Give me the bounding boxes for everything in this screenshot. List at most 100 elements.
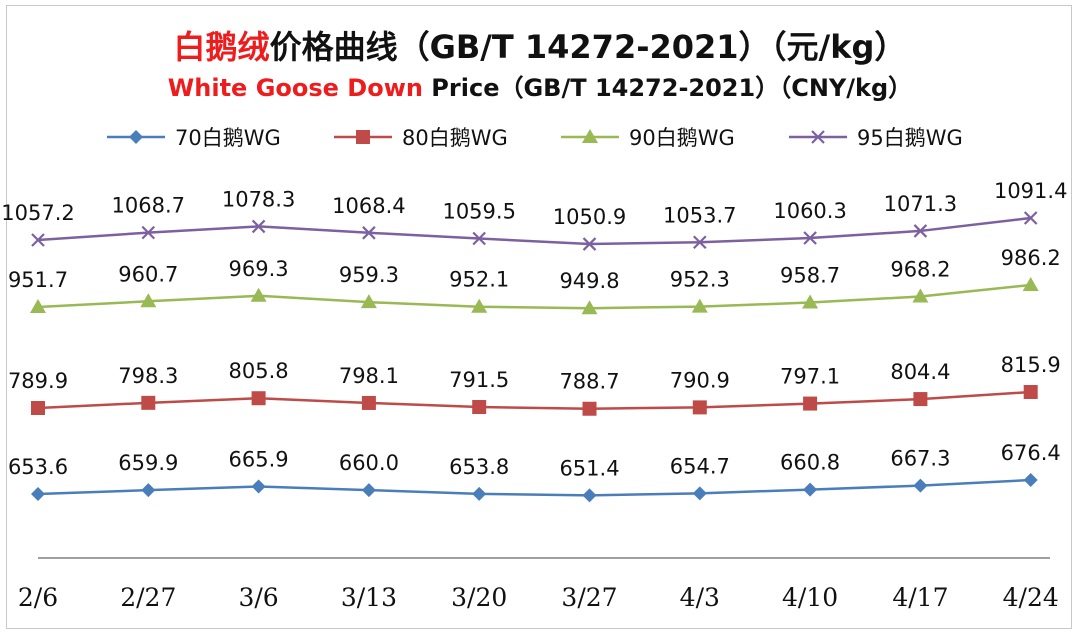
data-point: [1022, 277, 1039, 291]
title-cn-highlight: 白鹅绒: [173, 28, 270, 66]
data-label: 1071.3: [884, 192, 957, 216]
data-point: [802, 294, 819, 309]
data-point: [803, 396, 818, 411]
legend: 70白鹅WG 80白鹅WG 90白鹅WG 95白鹅WG: [107, 126, 963, 150]
series-2: 789.9 798.3 805.8 798.1 791.5 788.7 790.9 797.1…: [8, 353, 1061, 416]
data-point: [250, 287, 267, 302]
data-point: [913, 478, 928, 493]
data-point: [141, 483, 156, 498]
data-label: 1068.7: [112, 194, 185, 218]
data-label: 798.1: [339, 364, 399, 388]
legend-marker: [811, 130, 825, 144]
data-point: [141, 395, 156, 410]
data-point: [913, 224, 928, 238]
data-point: [582, 488, 597, 503]
data-point: [31, 487, 45, 501]
legend-label: 95白鹅WG: [857, 126, 963, 150]
data-label: 952.1: [449, 268, 509, 292]
data-label: 665.9: [229, 447, 289, 471]
data-point: [361, 395, 376, 410]
data-point: [691, 298, 708, 313]
data-point: [913, 392, 928, 407]
series-3: 951.7 960.7 969.3 959.3 952.1 949.8 952.3 958.7…: [8, 246, 1061, 315]
title-en-rest: Price（GB/T 14272-2021）（CNY/kg）: [422, 74, 913, 102]
data-point: [1023, 211, 1038, 225]
series-line: [37, 283, 1031, 310]
data-label: 1060.3: [773, 199, 846, 223]
data-label: 949.8: [559, 269, 619, 293]
data-point: [140, 293, 157, 308]
legend-item: 95白鹅WG: [789, 126, 963, 150]
data-label: 1059.5: [442, 200, 515, 224]
data-point: [141, 225, 156, 240]
data-label: 1078.3: [222, 187, 295, 211]
data-label: 653.8: [449, 455, 509, 479]
title-en-highlight: White Goose Down: [167, 74, 423, 102]
data-point: [30, 299, 46, 313]
data-point: [31, 233, 45, 247]
data-point: [803, 482, 818, 497]
legend-item: 70白鹅WG: [107, 126, 281, 150]
data-label: 654.7: [670, 454, 730, 478]
x-tick-label: 4/17: [892, 583, 948, 612]
data-label: 969.3: [229, 257, 289, 281]
series-line: [37, 478, 1031, 497]
data-label: 1057.2: [1, 201, 74, 225]
x-tick-label: 2/6: [18, 583, 58, 612]
data-label: 653.6: [8, 455, 68, 479]
series-line: [37, 216, 1031, 246]
data-label: 804.4: [890, 360, 950, 384]
data-label: 958.7: [780, 264, 840, 288]
data-label: 797.1: [780, 365, 840, 389]
data-point: [803, 231, 817, 245]
x-tick-label: 4/10: [782, 583, 838, 612]
data-point: [692, 486, 707, 501]
legend-marker: [129, 130, 143, 144]
legend-marker: [582, 129, 598, 143]
chart-title-cn: 白鹅绒价格曲线（GB/T 14272-2021）（元/kg）: [0, 22, 1080, 68]
data-point: [582, 401, 597, 416]
data-label: 1050.9: [553, 205, 626, 229]
data-label: 805.8: [229, 359, 289, 383]
data-point: [581, 300, 598, 315]
data-point: [251, 219, 266, 234]
title-cn-rest: 价格曲线（GB/T 14272-2021）（元/kg）: [269, 28, 907, 66]
data-label: 959.3: [339, 263, 399, 287]
x-tick-label: 4/24: [1003, 583, 1059, 612]
data-point: [472, 231, 486, 246]
data-point: [1023, 473, 1038, 487]
data-point: [472, 486, 487, 501]
chart-frame: [6, 5, 1072, 629]
data-point: [471, 298, 488, 313]
data-label: 789.9: [8, 369, 68, 393]
series-line: [37, 390, 1031, 410]
x-tick-label: 4/3: [680, 583, 720, 612]
legend-item: 90白鹅WG: [561, 126, 735, 150]
data-label: 815.9: [1001, 353, 1061, 377]
legend-marker: [356, 130, 370, 144]
data-label: 1053.7: [663, 203, 736, 227]
data-label: 798.3: [118, 364, 178, 388]
x-tick-label: 3/13: [341, 583, 397, 612]
data-label: 790.9: [670, 368, 730, 392]
x-tick-label: 2/27: [120, 583, 176, 612]
data-label: 791.5: [449, 368, 509, 392]
data-label: 660.0: [339, 451, 399, 475]
data-point: [251, 391, 266, 406]
data-label: 1068.4: [332, 194, 405, 218]
data-label: 659.9: [118, 451, 178, 475]
data-label: 951.7: [8, 268, 68, 292]
data-label: 960.7: [118, 262, 178, 286]
x-tick-label: 3/20: [451, 583, 507, 612]
data-point: [361, 483, 376, 498]
data-point: [692, 400, 707, 415]
data-label: 952.3: [670, 268, 730, 292]
data-point: [472, 400, 487, 415]
data-label: 676.4: [1001, 441, 1061, 465]
x-tick-label: 3/27: [561, 583, 617, 612]
legend-label: 80白鹅WG: [402, 126, 508, 150]
legend-label: 90白鹅WG: [629, 126, 735, 150]
data-point: [31, 401, 45, 415]
x-axis-ticks: 2/6 2/27 3/6 3/13 3/20 3/27 4/3 4/10 4/17 4/24: [18, 583, 1059, 612]
